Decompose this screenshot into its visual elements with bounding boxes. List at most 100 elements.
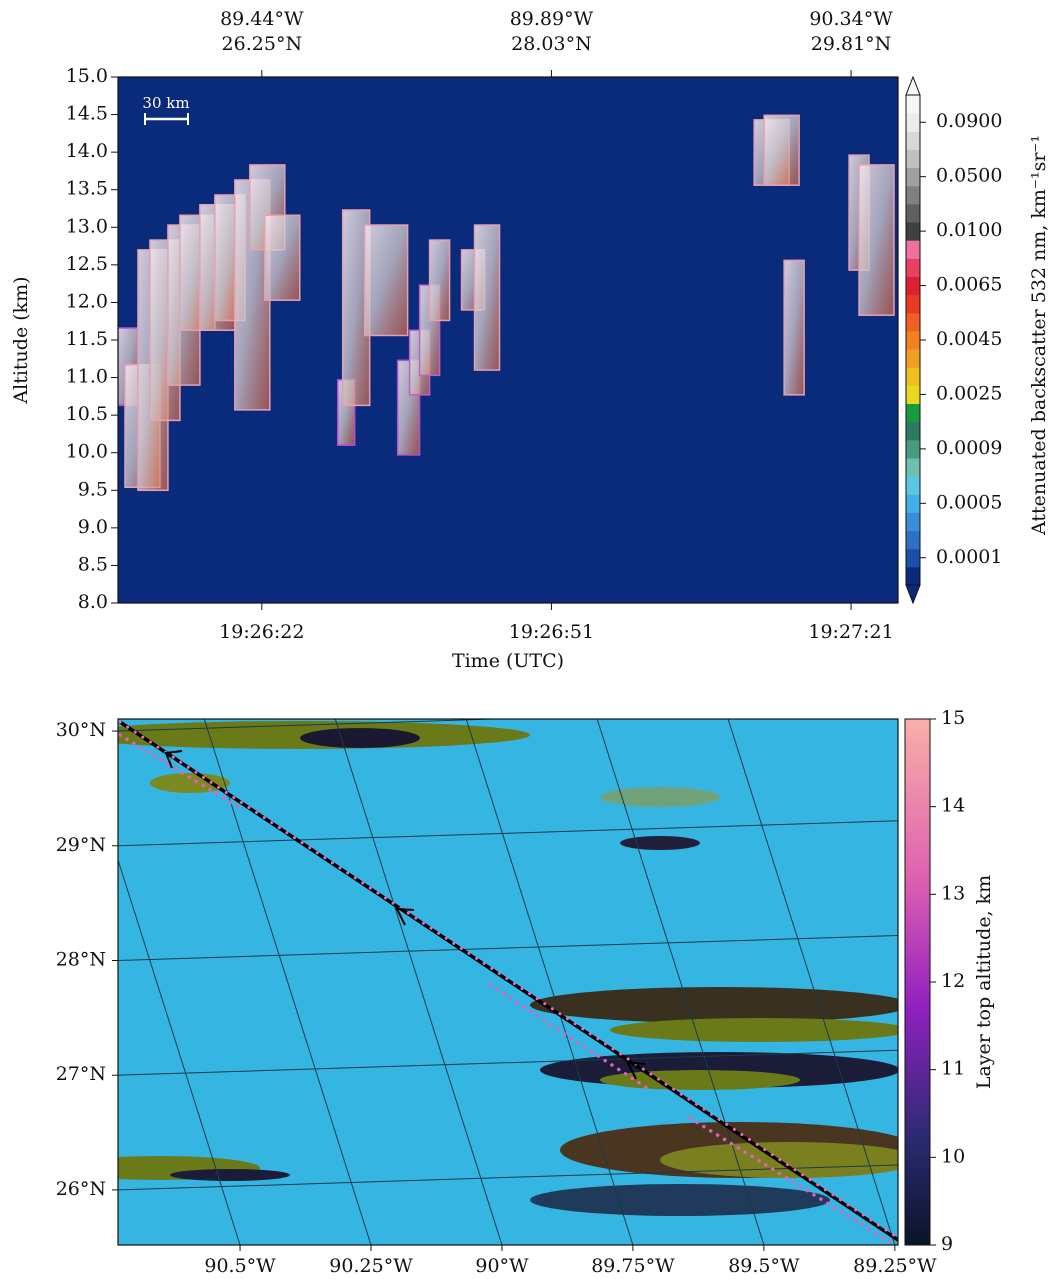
map xyxy=(118,719,898,1245)
y-tick-label: 12.5 xyxy=(66,253,108,275)
colorbar-tick-label: 0.0005 xyxy=(936,491,1002,513)
cloud-area xyxy=(660,1142,898,1178)
x-tick-label: 89.5°W xyxy=(728,1255,800,1277)
y-tick-label: 11.5 xyxy=(66,328,108,350)
y-axis-label: Altitude (km) xyxy=(10,276,32,404)
colorbar-tick-label: 10 xyxy=(941,1145,965,1167)
colorbar-label: Layer top altitude, km xyxy=(973,875,995,1089)
colorbar-tick-label: 0.0025 xyxy=(936,382,1002,404)
colorbar-segment xyxy=(906,421,920,441)
y-tick-label: 28°N xyxy=(56,948,106,970)
colorbar-segment xyxy=(906,349,920,368)
footprint xyxy=(118,720,898,1240)
colorbar-segment xyxy=(906,258,920,277)
layers xyxy=(118,114,895,492)
lat-line xyxy=(118,934,898,961)
colorbar-segment xyxy=(906,330,920,350)
top-x-tick-label: 28.03°N xyxy=(511,33,592,55)
top-x-tick-label: 89.89°W xyxy=(510,8,594,30)
footprint xyxy=(118,733,242,810)
y-tick-label: 13.0 xyxy=(66,215,108,237)
cloud-layer xyxy=(763,114,800,186)
lat-line xyxy=(118,1049,898,1076)
track-arrow xyxy=(164,750,183,769)
y-tick-label: 12.0 xyxy=(66,290,108,312)
colorbar-segment xyxy=(906,149,920,169)
colorbar-segment xyxy=(906,457,920,477)
colorbar-tick-label: 0.0001 xyxy=(936,546,1002,568)
scale-label: 30 km xyxy=(142,94,189,112)
top-x-tick-label: 89.44°W xyxy=(220,8,304,30)
colorbar-tick-label: 0.0045 xyxy=(936,328,1002,350)
y-tick-label: 26°N xyxy=(56,1178,106,1200)
colorbar-tick-label: 9 xyxy=(941,1233,953,1255)
colorbar-segment xyxy=(906,530,920,550)
cloud-area xyxy=(620,836,700,850)
y-tick-label: 9.0 xyxy=(78,516,108,538)
colorbar-tick-label: 12 xyxy=(941,970,965,992)
lon-line xyxy=(465,719,634,1245)
x-tick-label: 19:27:21 xyxy=(808,621,893,643)
colorbar-segment xyxy=(906,494,920,513)
y-tick-label: 30°N xyxy=(56,719,106,741)
top-x-tick-label: 90.34°W xyxy=(809,8,893,30)
colorbar-segment xyxy=(906,294,920,314)
y-tick-label: 8.5 xyxy=(78,553,108,575)
colorbar-segment xyxy=(906,276,920,296)
colorbar-segment xyxy=(906,312,920,332)
lon-line xyxy=(727,719,896,1245)
x-tick-label: 90°W xyxy=(475,1255,529,1277)
top-x-tick-label: 26.25°N xyxy=(222,33,303,55)
x-tick-label: 90.25°W xyxy=(329,1255,413,1277)
y-tick-label: 11.0 xyxy=(66,366,108,388)
colorbar-segment xyxy=(906,367,920,386)
colorbar-segment xyxy=(906,512,920,532)
colorbar-tick-label: 0.0009 xyxy=(936,437,1002,459)
cloud-area xyxy=(600,787,720,807)
colorbar-segment xyxy=(906,131,920,150)
colorbar-segment xyxy=(906,240,920,259)
cloud-layer xyxy=(264,214,301,301)
lat-line xyxy=(118,719,510,732)
x-tick-label: 89.75°W xyxy=(591,1255,675,1277)
colorbar-tick-label: 0.0100 xyxy=(936,219,1002,241)
colorbar-label: Attenuated backscatter 532 nm, km⁻¹sr⁻¹ xyxy=(1028,135,1050,536)
cloud-area xyxy=(300,728,420,748)
colorbar-segment xyxy=(906,113,920,132)
x-tick-label: 19:26:22 xyxy=(219,621,304,643)
cloud-layer xyxy=(858,164,895,316)
x-tick-label: 19:26:51 xyxy=(509,621,594,643)
top-x-tick-label: 29.81°N xyxy=(811,33,892,55)
x-axis-label: Time (UTC) xyxy=(452,650,564,672)
colorbar-tick-label: 0.0500 xyxy=(936,165,1002,187)
cloud-area xyxy=(530,1184,830,1216)
colorbar-segment xyxy=(906,222,920,241)
footprint xyxy=(688,1116,897,1245)
lon-line xyxy=(118,858,241,1245)
y-tick-label: 8.0 xyxy=(78,591,108,613)
cloud-area xyxy=(170,1169,290,1181)
colorbar-segment xyxy=(906,385,920,405)
y-tick-label: 29°N xyxy=(56,834,106,856)
colorbar-tick-label: 14 xyxy=(941,795,965,817)
lon-line xyxy=(203,719,372,1245)
y-tick-label: 10.0 xyxy=(66,441,108,463)
colorbar-extend xyxy=(905,75,921,96)
cloud-area xyxy=(530,987,898,1023)
colorbar-segment xyxy=(906,95,920,114)
track-arrow xyxy=(395,907,415,926)
lon-line xyxy=(334,719,503,1245)
x-tick-label: 90.5°W xyxy=(204,1255,276,1277)
cloud-area xyxy=(610,1018,898,1042)
cloud-layer xyxy=(473,224,501,371)
y-tick-label: 27°N xyxy=(56,1063,106,1085)
y-tick-label: 14.0 xyxy=(66,140,108,162)
colorbar: 0.0001 0.0005 0.0009 0.0025 0.0045 0.0065 0.01… xyxy=(905,75,1002,605)
map-grid xyxy=(118,719,898,1245)
colorbar-segment xyxy=(906,403,920,423)
colorbar-tick-label: 0.0900 xyxy=(936,110,1002,132)
colorbar-tick-label: 0.0065 xyxy=(936,274,1002,296)
y-tick-label: 13.5 xyxy=(66,178,108,200)
map-frame xyxy=(117,718,899,1246)
track-arrow xyxy=(626,1061,646,1080)
